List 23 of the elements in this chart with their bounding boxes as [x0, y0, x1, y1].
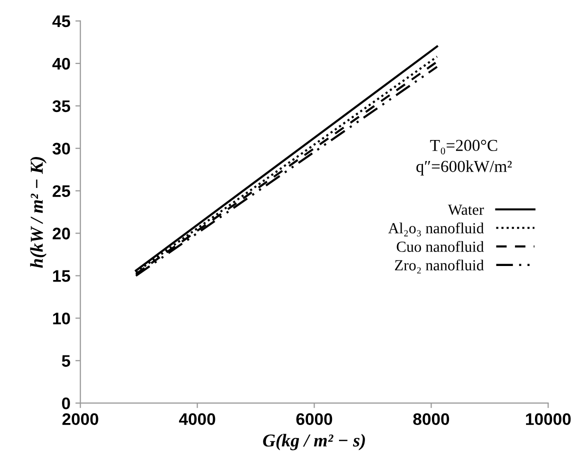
- y-tick-label: 40: [52, 58, 70, 70]
- x-axis-title: G(kg / m² − s): [263, 434, 365, 450]
- y-tick-label: 45: [52, 16, 70, 28]
- y-tick-label: 10: [53, 312, 70, 324]
- x-tick-label: 4000: [179, 413, 216, 426]
- legend-label: Water: [448, 204, 484, 215]
- y-tick-label: 20: [52, 228, 70, 240]
- y-tick-label: 35: [52, 100, 70, 112]
- annotation: q″=600kW/m²: [416, 160, 512, 176]
- x-tick-label: 8000: [413, 413, 450, 426]
- y-tick-label: 5: [62, 355, 70, 367]
- x-tick-label: 10000: [526, 413, 571, 426]
- y-tick-label: 0: [62, 397, 70, 410]
- legend-label: Al₂o₃ nanofluid: [388, 222, 484, 236]
- annotation: T₀=200°C: [430, 140, 498, 154]
- y-tick-label: 15: [53, 270, 70, 282]
- legend-label: Cuo nanofluid: [396, 241, 484, 252]
- legend-label: Zro₂ nanofluid: [394, 260, 484, 274]
- y-axis-title: h(kW / m² − K): [30, 157, 47, 268]
- x-tick-label: 2000: [62, 413, 98, 426]
- y-tick-label: 30: [52, 142, 70, 155]
- x-tick-label: 6000: [296, 413, 332, 426]
- y-tick-label: 25: [52, 185, 70, 198]
